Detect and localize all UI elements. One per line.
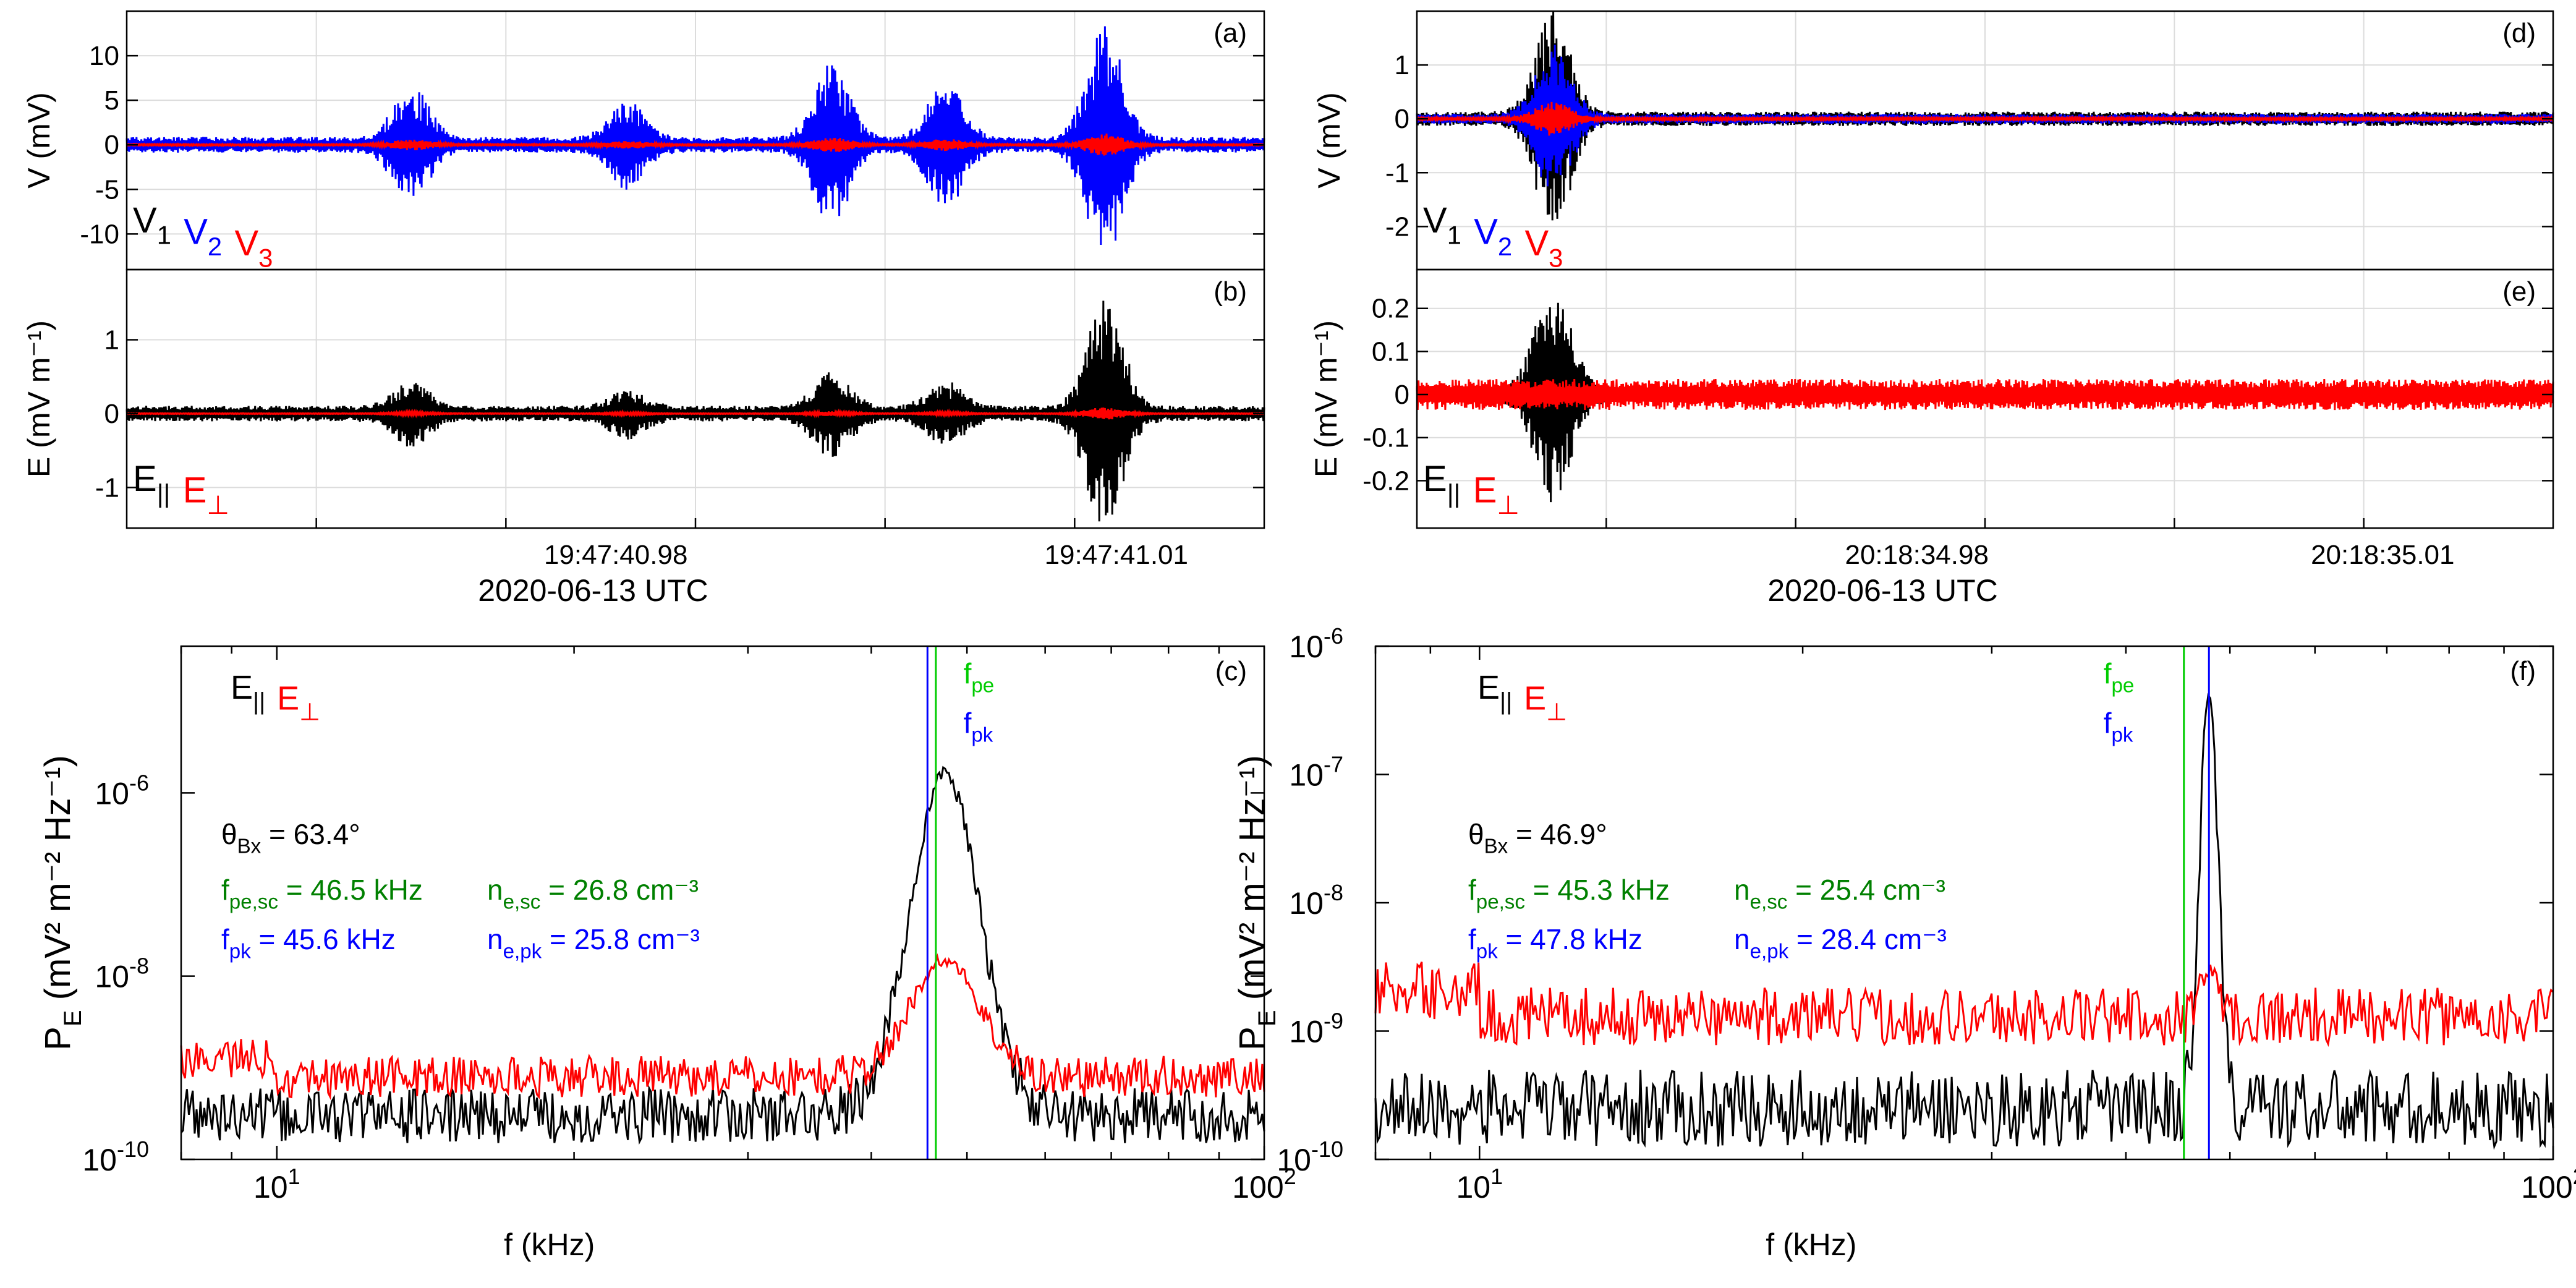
legend: E|| E⊥: [1477, 669, 1567, 726]
y-tick-label: 10-10: [82, 1137, 149, 1177]
spectrum-epar-line: [180, 766, 1265, 1145]
fpe-label: fpe: [2104, 657, 2135, 697]
panel-label: (e): [2502, 276, 2536, 307]
y-tick-label: 5: [104, 85, 119, 116]
fpk-value-label: fpk = 45.6 kHz: [221, 923, 396, 963]
fpe-label: fpe: [964, 657, 995, 697]
legend: V1 V2 V3: [133, 200, 273, 273]
fpe-sc-label: fpe,sc = 46.5 kHz: [221, 874, 423, 914]
panel-d: 1 0 -1 -2 V (mV) (d) V1 V2 V3: [1312, 10, 2554, 273]
y-axis-label: E (mV m⁻¹): [22, 320, 56, 477]
y-axis-label: V (mV): [22, 92, 56, 189]
series-E-line: [1416, 378, 2554, 411]
x-axis-label: f (kHz): [504, 1227, 595, 1262]
y-tick-label: 10: [89, 41, 119, 71]
y-tick-label: -1: [95, 472, 119, 503]
x-tick-label: 101: [1456, 1164, 1503, 1205]
panel-label: (d): [2502, 18, 2536, 48]
y-tick-label: -0.2: [1362, 466, 1409, 496]
spectrum-eperp-line: [180, 953, 1265, 1101]
panel-label: (f): [2510, 656, 2536, 686]
spectrum-epar-line: [1374, 693, 2554, 1150]
panel-e: 0.2 0.1 0 -0.1 -0.2 E (mV m⁻¹) (e) E|| E⊥ 20:18:3…: [1309, 268, 2554, 608]
y-tick-label: 0.1: [1372, 336, 1409, 367]
y-tick-label: -10: [80, 219, 119, 249]
ne-sc-label: ne,sc = 26.8 cm⁻³: [487, 874, 699, 914]
x-tick-label: 1002: [2521, 1164, 2576, 1205]
y-tick-label: 0: [1395, 104, 1409, 134]
y-tick-label: 1: [104, 325, 119, 355]
y-tick-label: 10-8: [1289, 880, 1343, 921]
y-axis-label: PE (mV² m⁻² Hz⁻¹): [38, 755, 87, 1051]
series-V3-line: [1416, 101, 2554, 136]
ne-sc-label: ne,sc = 25.4 cm⁻³: [1734, 874, 1945, 914]
y-tick-label: 10-6: [95, 770, 149, 811]
x-tick-label: 19:47:40.98: [544, 540, 687, 570]
fpk-value-label: fpk = 47.8 kHz: [1468, 923, 1643, 963]
y-tick-label: 10-7: [1289, 752, 1343, 793]
x-axis-label: 2020-06-13 UTC: [1767, 573, 1997, 608]
legend: V1 V2 V3: [1423, 200, 1563, 273]
y-tick-label: 0: [1395, 380, 1409, 410]
y-tick-label: 1: [1395, 50, 1409, 80]
fpk-label: fpk: [2104, 707, 2133, 747]
x-tick-label: 101: [253, 1164, 300, 1205]
y-tick-label: 10-10: [1277, 1137, 1343, 1177]
y-tick-label: 0.2: [1372, 294, 1409, 324]
y-tick-label: 0: [104, 399, 119, 429]
panel-label: (a): [1214, 18, 1247, 48]
x-tick-label: 20:18:35.01: [2311, 540, 2454, 570]
y-axis-label: E (mV m⁻¹): [1309, 320, 1343, 477]
y-tick-label: 10-8: [95, 953, 149, 994]
y-tick-label: 10-9: [1289, 1009, 1343, 1049]
ne-pk-label: ne,pk = 25.8 cm⁻³: [487, 923, 700, 963]
y-axis-label: PE (mV² m⁻² Hz⁻¹): [1232, 755, 1281, 1051]
theta-bx-label: θBx = 63.4°: [221, 818, 360, 858]
spectrum-eperp-line: [1374, 962, 2554, 1047]
series-E-line: [126, 407, 1265, 420]
panel-f: 101 1002 f (kHz) 10-6 10-7 10-8 10-9 10-10 PE (m…: [1232, 623, 2576, 1262]
legend: E|| E⊥: [1423, 459, 1520, 519]
axes-frame: [180, 645, 1265, 1161]
fpk-label: fpk: [964, 707, 993, 747]
panel-a: 10 5 0 -5 -10 V (mV) (a) V1 V2 V3: [22, 10, 1265, 273]
x-tick-label: 20:18:34.98: [1845, 540, 1988, 570]
y-tick-label: -0.1: [1362, 423, 1409, 453]
ne-pk-label: ne,pk = 28.4 cm⁻³: [1734, 923, 1947, 963]
series-V3-line: [125, 134, 1265, 156]
legend: E|| E⊥: [231, 669, 320, 726]
y-tick-label: -5: [95, 174, 119, 205]
x-tick-label: 19:47:41.01: [1045, 540, 1188, 570]
panel-b: 1 0 -1 E (mV m⁻¹) (b) E|| E⊥ 19:47:40.98 19:47:4…: [22, 268, 1265, 608]
fpe-sc-label: fpe,sc = 45.3 kHz: [1468, 874, 1670, 914]
y-tick-label: -2: [1385, 211, 1409, 242]
y-tick-label: 10-6: [1289, 623, 1343, 664]
y-axis-label: V (mV): [1312, 92, 1346, 189]
panel-label: (c): [1215, 656, 1247, 686]
x-axis-label: 2020-06-13 UTC: [478, 573, 708, 608]
y-tick-label: 0: [104, 130, 119, 160]
panel-label: (b): [1214, 276, 1247, 307]
legend: E|| E⊥: [133, 459, 229, 519]
series-E-line: [125, 301, 1265, 522]
x-axis-label: f (kHz): [1766, 1227, 1856, 1262]
theta-bx-label: θBx = 46.9°: [1468, 818, 1607, 858]
y-tick-label: -1: [1385, 158, 1409, 188]
